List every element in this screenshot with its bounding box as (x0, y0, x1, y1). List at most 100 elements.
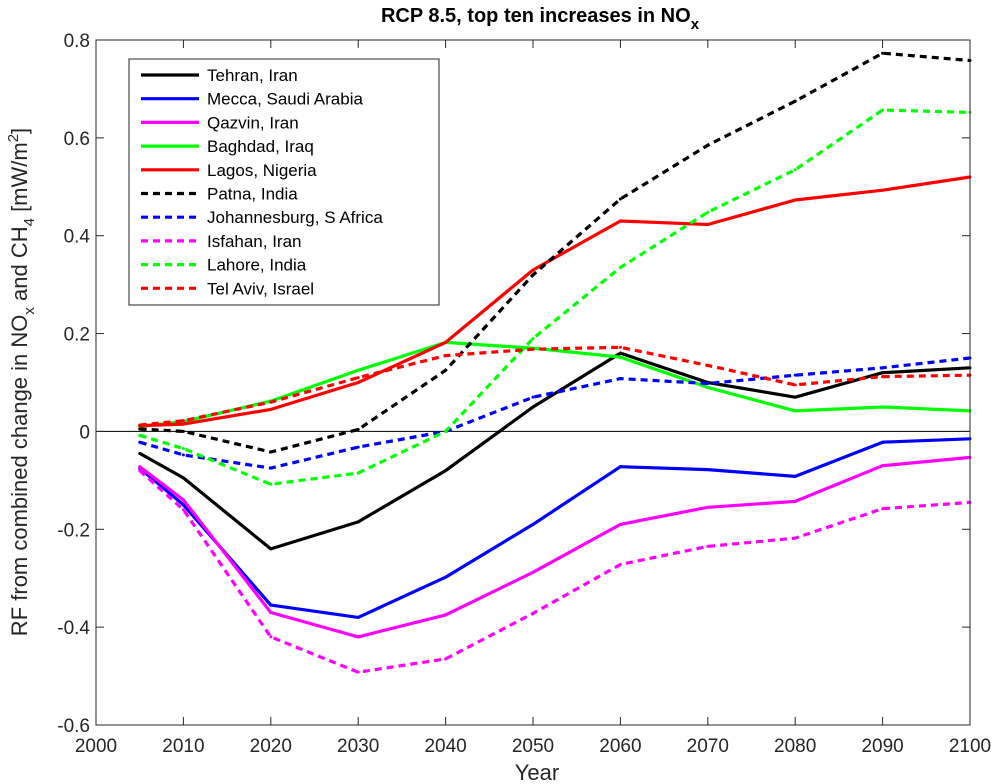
data-point-8-7 (706, 210, 710, 214)
data-point-0-4 (444, 469, 448, 473)
data-point-7-2 (269, 635, 273, 639)
data-point-1-6 (618, 465, 622, 469)
y-tick-label-2: -0.2 (57, 520, 90, 541)
y-axis-title-subscript-4: 4 (21, 218, 38, 226)
legend-label-1: Mecca, Saudi Arabia (207, 90, 363, 109)
data-point-2-2 (269, 610, 273, 614)
data-point-6-9 (881, 366, 885, 370)
data-point-9-3 (356, 376, 360, 380)
data-point-5-9 (881, 51, 885, 55)
y-tick-label-6: 0.6 (64, 129, 90, 150)
data-point-9-9 (881, 375, 885, 379)
data-point-0-1 (181, 476, 185, 480)
data-point-6-5 (531, 395, 535, 399)
data-point-3-7 (706, 385, 710, 389)
data-point-0-6 (618, 351, 622, 355)
x-tick-label-6: 2060 (599, 736, 641, 757)
data-point-2-9 (881, 464, 885, 468)
data-point-1-8 (793, 474, 797, 478)
data-point-9-8 (793, 383, 797, 387)
data-point-0-0 (138, 451, 142, 455)
data-point-6-8 (793, 373, 797, 377)
data-point-1-3 (356, 615, 360, 619)
data-point-6-6 (618, 377, 622, 381)
data-point-1-5 (531, 522, 535, 526)
x-axis-title: Year (515, 760, 559, 784)
data-point-7-3 (356, 670, 360, 674)
data-point-2-5 (531, 570, 535, 574)
data-point-5-5 (531, 273, 535, 277)
x-tick-label-5: 2050 (512, 736, 554, 757)
data-point-5-3 (356, 427, 360, 431)
legend-label-7: Isfahan, Iran (207, 232, 302, 251)
data-point-4-5 (531, 268, 535, 272)
x-tick-label-0: 2000 (75, 736, 117, 757)
x-tick-label-3: 2030 (337, 736, 379, 757)
data-point-2-3 (356, 635, 360, 639)
data-point-3-9 (881, 405, 885, 409)
data-point-0-9 (881, 371, 885, 375)
ticks: 2000 2010 2020 2030 2040 2050 2060 2070 2080 2090… (57, 31, 991, 757)
y-tick-label-5: 0.4 (64, 227, 91, 248)
data-point-5-2 (269, 450, 273, 454)
legend-label-3: Baghdad, Iraq (207, 137, 314, 156)
y-axis-title: RF from combined change in NOx and CH4 [… (5, 128, 38, 636)
data-point-7-1 (181, 508, 185, 512)
y-axis-title-subscript-x: x (21, 307, 38, 315)
data-point-5-0 (138, 427, 142, 431)
y-tick-label-4: 0.2 (64, 325, 90, 346)
data-point-6-0 (138, 440, 142, 444)
plot-lines (96, 51, 972, 674)
legend-label-9: Tel Aviv, Israel (207, 279, 314, 298)
data-point-0-5 (531, 405, 535, 409)
legend-label-0: Tehran, Iran (207, 66, 298, 85)
data-point-2-1 (181, 498, 185, 502)
data-point-8-9 (881, 108, 885, 112)
data-point-8-8 (793, 168, 797, 172)
data-point-7-9 (881, 507, 885, 511)
data-point-0-8 (793, 395, 797, 399)
legend-label-8: Lahore, India (207, 256, 307, 275)
y-tick-label-3: 0 (79, 422, 90, 443)
y-axis-title-superscript-2: 2 (5, 134, 22, 142)
data-point-6-3 (356, 445, 360, 449)
data-point-8-3 (356, 471, 360, 475)
data-point-1-9 (881, 440, 885, 444)
data-point-1-1 (181, 503, 185, 507)
x-tick-label-4: 2040 (424, 736, 466, 757)
data-point-5-6 (618, 197, 622, 201)
data-point-5-4 (444, 368, 448, 372)
data-point-4-9 (881, 188, 885, 192)
data-point-5-7 (706, 143, 710, 147)
series-line-6 (139, 356, 971, 470)
data-point-9-5 (531, 347, 535, 351)
data-point-7-0 (138, 469, 142, 473)
data-point-6-1 (181, 453, 185, 457)
data-point-9-2 (269, 400, 273, 404)
legend-label-4: Lagos, Nigeria (207, 161, 317, 180)
data-point-5-8 (793, 99, 797, 103)
data-point-0-2 (269, 547, 273, 551)
data-point-6-7 (706, 381, 710, 385)
data-point-4-1 (181, 422, 185, 426)
data-point-1-4 (444, 575, 448, 579)
chart-title: RCP 8.5, top ten increases in NOx (381, 5, 700, 33)
x-tick-label-1: 2010 (162, 736, 204, 757)
data-point-1-2 (269, 603, 273, 607)
data-point-2-7 (706, 505, 710, 509)
data-point-7-8 (793, 536, 797, 540)
x-tick-label-8: 2080 (774, 736, 816, 757)
x-tick-label-9: 2090 (861, 736, 903, 757)
chart-title-subscript: x (691, 16, 700, 33)
data-point-4-2 (269, 407, 273, 411)
data-point-5-1 (181, 429, 185, 433)
data-point-9-0 (138, 423, 142, 427)
data-point-2-8 (793, 499, 797, 503)
legend-label-5: Patna, India (207, 185, 298, 204)
data-point-3-8 (793, 409, 797, 413)
data-point-4-3 (356, 381, 360, 384)
data-point-3-3 (356, 368, 360, 372)
data-point-6-2 (269, 466, 273, 470)
data-point-3-6 (618, 355, 622, 359)
